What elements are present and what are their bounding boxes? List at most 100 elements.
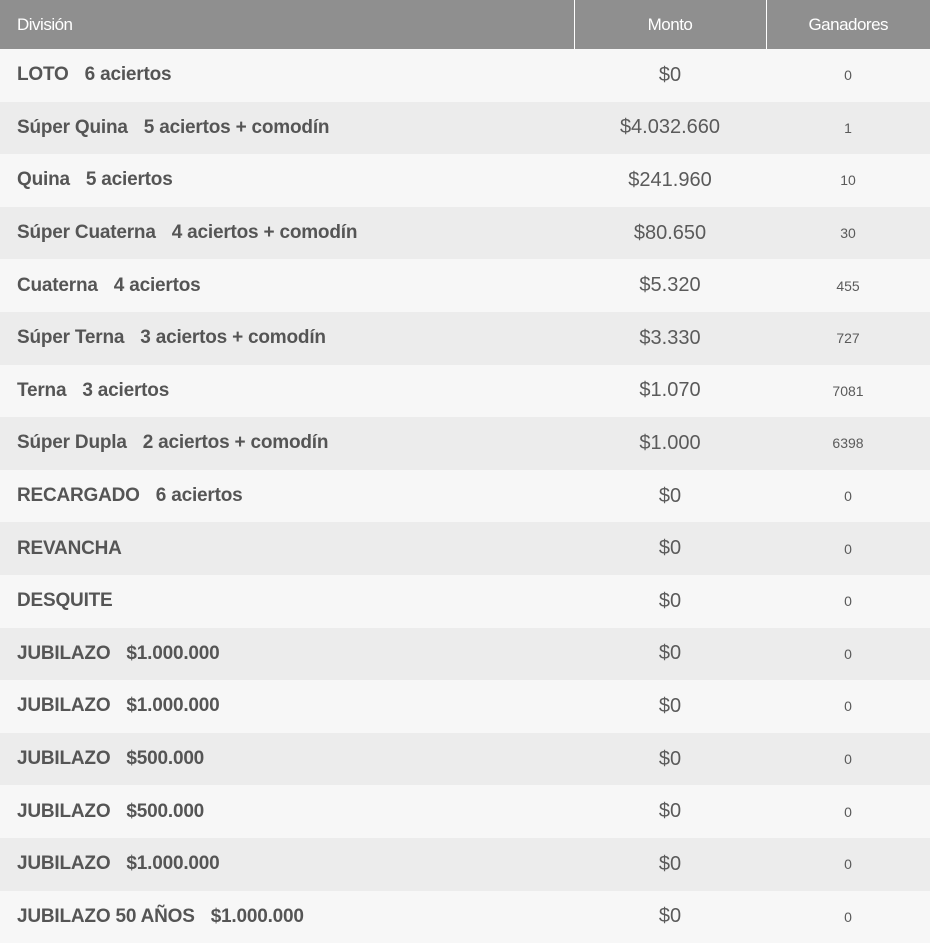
column-header-division: División bbox=[0, 0, 575, 49]
division-cell: JUBILAZO $1.000.000 bbox=[0, 628, 574, 681]
division-detail: 4 aciertos bbox=[113, 274, 201, 296]
division-cell: JUBILAZO $500.000 bbox=[0, 785, 574, 838]
division-cell: JUBILAZO $1.000.000 bbox=[0, 680, 574, 733]
monto-cell: $4.032.660 bbox=[619, 116, 721, 139]
monto-cell: $0 bbox=[658, 747, 682, 770]
monto-cell: $0 bbox=[658, 63, 682, 86]
division-detail: 6 aciertos bbox=[155, 485, 243, 507]
division-cell: REVANCHA bbox=[0, 522, 574, 575]
table-row: Súper Quina 5 aciertos + comodín $4.032.6… bbox=[0, 101, 930, 155]
table-row: Súper Dupla 2 aciertos + comodín $1.000 6… bbox=[0, 417, 930, 470]
ganadores-cell: 455 bbox=[836, 277, 860, 294]
ganadores-cell: 0 bbox=[844, 856, 852, 873]
division-detail: $1.000.000 bbox=[126, 853, 220, 875]
ganadores-cell: 7081 bbox=[832, 382, 864, 399]
division-detail: 6 aciertos bbox=[84, 64, 172, 86]
division-cell: Terna 3 aciertos bbox=[0, 365, 574, 418]
division-name: Terna bbox=[17, 379, 67, 401]
division-name: JUBILAZO bbox=[17, 695, 111, 717]
division-cell: Quina 5 aciertos bbox=[0, 154, 574, 207]
division-name: JUBILAZO bbox=[17, 853, 111, 875]
division-name: Súper Cuaterna bbox=[17, 222, 156, 244]
division-name: JUBILAZO bbox=[17, 800, 111, 822]
monto-cell: $0 bbox=[658, 800, 682, 823]
division-detail: $500.000 bbox=[126, 748, 205, 770]
division-detail: 4 aciertos + comodín bbox=[171, 222, 358, 244]
division-detail: $1.000.000 bbox=[210, 905, 304, 927]
ganadores-cell: 10 bbox=[840, 172, 856, 189]
division-name: Cuaterna bbox=[17, 274, 98, 296]
monto-cell: $0 bbox=[658, 642, 682, 665]
division-name: Súper Quina bbox=[17, 116, 128, 138]
division-detail: 2 aciertos + comodín bbox=[142, 432, 329, 454]
column-header-monto: Monto bbox=[574, 0, 767, 49]
division-cell: Cuaterna 4 aciertos bbox=[0, 259, 574, 312]
division-cell: Súper Quina 5 aciertos + comodín bbox=[0, 102, 574, 155]
division-cell: DESQUITE bbox=[0, 575, 574, 628]
division-detail: $500.000 bbox=[126, 800, 205, 822]
table-row: Súper Terna 3 aciertos + comodín $3.330 7… bbox=[0, 311, 930, 365]
ganadores-cell: 6398 bbox=[832, 435, 864, 452]
monto-cell: $0 bbox=[658, 484, 682, 507]
division-name: JUBILAZO bbox=[17, 748, 111, 770]
table-row: JUBILAZO 50 AÑOS $1.000.000 $0 0 bbox=[0, 890, 930, 944]
monto-cell: $0 bbox=[658, 905, 682, 928]
monto-cell: $1.000 bbox=[639, 431, 701, 454]
table-row: JUBILAZO $1.000.000 $0 0 bbox=[0, 627, 930, 681]
division-detail: 5 aciertos + comodín bbox=[143, 116, 330, 138]
table-row: Súper Cuaterna 4 aciertos + comodín $80.6… bbox=[0, 206, 930, 260]
division-detail: $1.000.000 bbox=[126, 695, 220, 717]
division-name: RECARGADO bbox=[17, 485, 140, 507]
ganadores-cell: 0 bbox=[844, 698, 852, 715]
header-row: División Monto Ganadores bbox=[0, 0, 930, 49]
ganadores-cell: 0 bbox=[844, 540, 852, 557]
prize-table-body: LOTO 6 aciertos $0 0 Súper Quina 5 acierto… bbox=[0, 49, 930, 944]
division-cell: Súper Terna 3 aciertos + comodín bbox=[0, 312, 574, 365]
table-row: JUBILAZO $500.000 $0 0 bbox=[0, 785, 930, 838]
division-name: JUBILAZO 50 AÑOS bbox=[17, 905, 195, 927]
ganadores-cell: 0 bbox=[844, 488, 852, 505]
division-detail: 5 aciertos bbox=[85, 169, 173, 191]
division-name: JUBILAZO bbox=[17, 642, 111, 664]
division-cell: LOTO 6 aciertos bbox=[0, 49, 574, 102]
monto-cell: $0 bbox=[658, 694, 682, 717]
division-name: Súper Terna bbox=[17, 327, 125, 349]
table-row: JUBILAZO $500.000 $0 0 bbox=[0, 732, 930, 786]
monto-cell: $1.070 bbox=[639, 379, 701, 402]
division-name: Quina bbox=[17, 169, 70, 191]
division-name: REVANCHA bbox=[17, 537, 122, 559]
table-row: LOTO 6 aciertos $0 0 bbox=[0, 49, 930, 102]
table-row: REVANCHA $0 0 bbox=[0, 522, 930, 575]
ganadores-cell: 0 bbox=[844, 908, 852, 925]
division-cell: JUBILAZO $500.000 bbox=[0, 733, 574, 786]
prize-table-header: División Monto Ganadores bbox=[0, 0, 930, 49]
division-cell: Súper Cuaterna 4 aciertos + comodín bbox=[0, 207, 574, 260]
ganadores-cell: 0 bbox=[844, 803, 852, 820]
table-row: JUBILAZO $1.000.000 $0 0 bbox=[0, 680, 930, 733]
division-name: Súper Dupla bbox=[17, 432, 127, 454]
monto-cell: $80.650 bbox=[633, 221, 707, 244]
monto-cell: $0 bbox=[658, 852, 682, 875]
division-name: DESQUITE bbox=[17, 590, 113, 612]
division-detail: $1.000.000 bbox=[126, 642, 220, 664]
ganadores-cell: 0 bbox=[844, 67, 852, 84]
division-detail: 3 aciertos bbox=[82, 379, 170, 401]
monto-cell: $241.960 bbox=[628, 168, 712, 191]
division-detail: 3 aciertos + comodín bbox=[140, 327, 326, 349]
monto-cell: $0 bbox=[658, 589, 682, 612]
ganadores-cell: 0 bbox=[844, 645, 852, 662]
division-cell: RECARGADO 6 aciertos bbox=[0, 470, 574, 523]
monto-cell: $3.330 bbox=[639, 326, 701, 349]
table-row: RECARGADO 6 aciertos $0 0 bbox=[0, 469, 930, 523]
ganadores-cell: 0 bbox=[844, 593, 852, 610]
ganadores-cell: 30 bbox=[840, 225, 856, 242]
table-row: DESQUITE $0 0 bbox=[0, 574, 930, 628]
division-cell: JUBILAZO $1.000.000 bbox=[0, 838, 574, 891]
table-row: Cuaterna 4 aciertos $5.320 455 bbox=[0, 259, 930, 312]
ganadores-cell: 1 bbox=[844, 119, 852, 136]
table-row: Quina 5 aciertos $241.960 10 bbox=[0, 154, 930, 207]
monto-cell: $5.320 bbox=[639, 274, 701, 297]
table-row: JUBILAZO $1.000.000 $0 0 bbox=[0, 837, 930, 891]
ganadores-cell: 0 bbox=[844, 751, 852, 768]
